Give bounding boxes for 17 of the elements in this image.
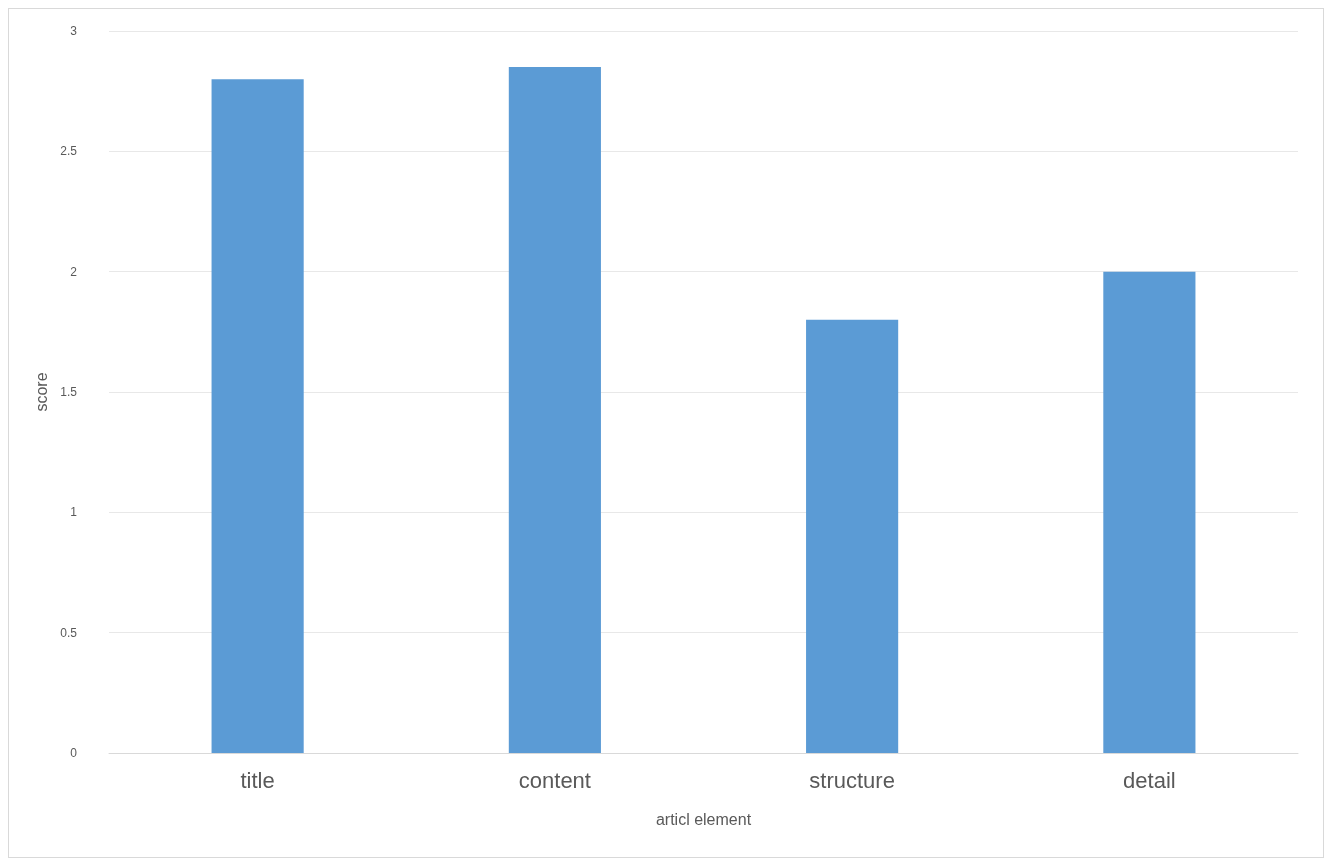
x-tick-label: structure xyxy=(809,767,895,793)
y-tick-label: 1 xyxy=(70,505,78,520)
x-tick-label: content xyxy=(518,767,591,793)
y-tick-label: 0.5 xyxy=(60,625,78,640)
x-tick-label: detail xyxy=(1123,767,1176,793)
y-tick-label: 2 xyxy=(70,264,78,279)
bar xyxy=(1103,271,1196,753)
x-axis-title: articl element xyxy=(655,810,752,828)
y-tick-label: 0 xyxy=(70,746,78,760)
y-tick-label: 2.5 xyxy=(60,144,78,159)
y-axis-title: score xyxy=(32,372,50,412)
bar xyxy=(211,79,304,753)
y-tick-label: 3 xyxy=(70,24,78,38)
bar xyxy=(806,319,899,753)
y-tick-label: 1.5 xyxy=(60,385,78,399)
x-tick-label: title xyxy=(240,767,275,793)
bar xyxy=(508,67,601,753)
